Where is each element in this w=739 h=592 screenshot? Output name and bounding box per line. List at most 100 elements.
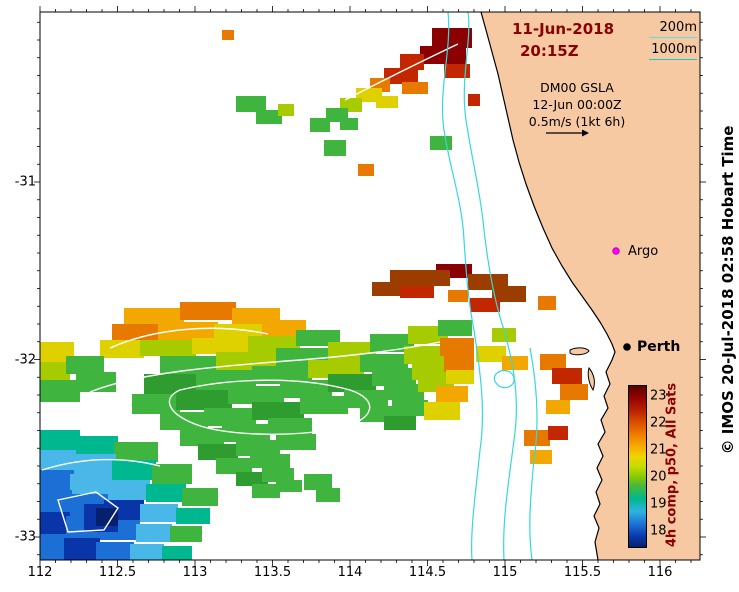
sst-contour <box>41 458 161 471</box>
analysis-date: 11-Jun-2018 <box>512 20 615 38</box>
sst-cell <box>162 546 192 560</box>
plot-border <box>39 11 701 561</box>
bathymetry-contour <box>493 369 515 389</box>
sst-cell <box>252 402 304 420</box>
sst-cell <box>180 428 224 446</box>
y-tick-label: -32 <box>14 352 36 367</box>
analysis-time: 20:15Z <box>520 42 579 60</box>
sst-cell <box>300 396 348 414</box>
perth-marker <box>623 343 631 351</box>
sst-cell <box>308 360 364 378</box>
sst-cell <box>96 508 118 526</box>
sst-cell <box>546 400 570 414</box>
sst-cell <box>70 474 112 494</box>
sst-cell <box>74 436 118 456</box>
colorbar-tick-label: 19 <box>650 496 667 512</box>
sst-cell <box>328 374 376 392</box>
sst-cell <box>400 54 424 70</box>
sst-cell <box>540 354 566 370</box>
sst-cell <box>158 322 218 340</box>
sst-cell <box>176 390 232 410</box>
colorbar <box>628 385 647 548</box>
coastline <box>480 11 616 561</box>
sst-cell <box>40 362 70 382</box>
sst-cell <box>112 324 162 342</box>
sst-cell <box>262 468 294 482</box>
sst-cell <box>476 346 506 362</box>
sst-cell <box>236 440 280 456</box>
gsla-product-label: DM00 GSLA <box>540 80 614 95</box>
sst-cell <box>228 386 284 404</box>
sst-cell <box>384 416 416 430</box>
sst-cell <box>502 356 528 370</box>
sst-cell <box>40 490 72 514</box>
sst-cell <box>438 320 472 336</box>
sst-cell <box>276 480 302 492</box>
legend-200m-contour-line <box>649 37 697 38</box>
colorbar-tick-label: 23 <box>650 388 667 404</box>
legend-1000m-contour-line <box>649 59 697 60</box>
island-outline <box>587 366 595 392</box>
sst-cell <box>182 488 218 506</box>
x-tick-label: 115.5 <box>563 565 602 580</box>
sst-cell <box>444 64 470 78</box>
sst-contour <box>57 491 119 533</box>
gsla-scale-label: 0.5m/s (1kt 6h) <box>528 114 626 129</box>
sst-cell <box>146 484 186 502</box>
sst-cell <box>216 458 252 474</box>
bathymetry-contour <box>463 11 517 561</box>
sst-cell <box>444 356 474 372</box>
sst-cell <box>180 302 236 320</box>
sst-cell <box>268 418 312 434</box>
composite-info-label: 4h comp, p50, All Sats <box>664 382 680 548</box>
bathymetry-contour <box>441 11 484 561</box>
perth-city-label: Perth <box>637 339 681 355</box>
sst-cell <box>310 118 330 132</box>
sst-cell <box>112 460 156 480</box>
sst-cell <box>170 526 202 542</box>
sst-cell <box>100 340 144 358</box>
sst-cell <box>316 488 340 502</box>
sst-cell <box>252 484 280 498</box>
sst-cell <box>436 386 468 402</box>
sst-cell <box>492 328 516 342</box>
sst-contour <box>168 379 371 435</box>
sst-cell <box>276 434 316 450</box>
sst-cell <box>72 454 116 474</box>
x-tick-label: 113 <box>182 565 208 580</box>
sst-cell <box>340 118 358 130</box>
sst-cell <box>132 394 180 414</box>
sst-contour <box>344 43 459 101</box>
sst-cell <box>160 412 208 430</box>
argo-marker <box>612 247 620 255</box>
island-outline <box>569 347 590 356</box>
sst-cell <box>64 538 100 560</box>
sst-cell <box>196 370 256 390</box>
sst-cell <box>400 286 434 298</box>
sst-cell <box>40 380 80 402</box>
sst-cell <box>430 136 452 150</box>
sst-cell <box>560 384 588 400</box>
x-tick-label: 113.5 <box>253 565 292 580</box>
sst-cell <box>198 444 238 460</box>
sst-cell <box>256 110 282 124</box>
colorbar-tick-label: 21 <box>650 442 667 458</box>
sst-contour <box>89 341 441 393</box>
sst-cell <box>236 96 266 112</box>
sst-cell <box>136 524 172 542</box>
sst-cell <box>448 290 468 302</box>
scale-arrow-head <box>582 129 589 137</box>
sst-cell <box>530 450 552 464</box>
sst-cell <box>262 320 306 336</box>
sst-cell <box>280 380 332 398</box>
sst-cell <box>252 366 312 384</box>
colorbar-tick-label: 22 <box>650 415 667 431</box>
sst-cell <box>384 384 424 400</box>
sst-cell <box>384 68 418 84</box>
sst-cell <box>176 508 210 524</box>
sst-cell <box>40 470 74 492</box>
sst-cell <box>66 356 104 374</box>
sst-cell <box>140 504 178 522</box>
sst-cell <box>420 46 466 64</box>
